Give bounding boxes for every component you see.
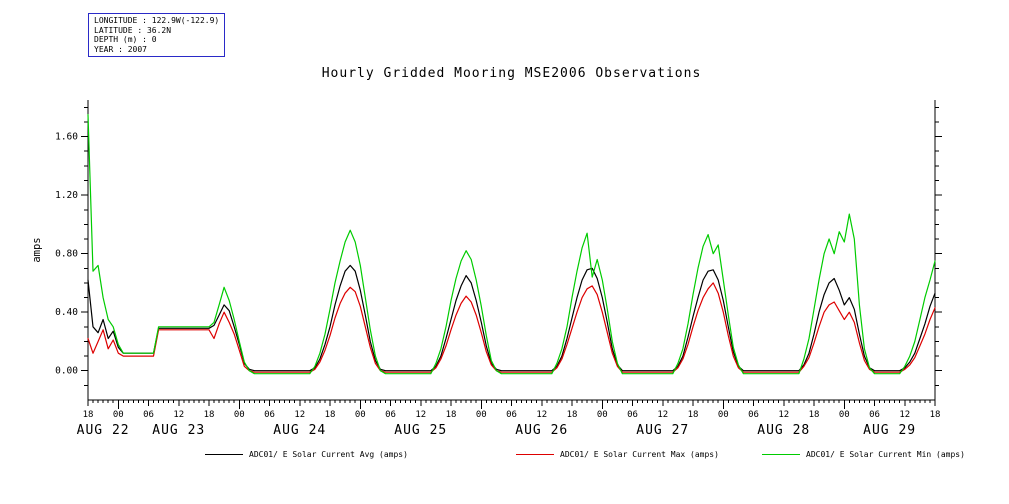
metadata-latitude: LATITUDE : 36.2N <box>94 25 172 35</box>
svg-text:00: 00 <box>839 410 850 420</box>
svg-text:AUG 26: AUG 26 <box>515 423 568 438</box>
legend-line-swatch-max <box>516 454 554 455</box>
legend-label-avg: ADC01/ E Solar Current Avg (amps) <box>249 450 408 459</box>
svg-text:12: 12 <box>778 410 789 420</box>
svg-text:AUG 27: AUG 27 <box>636 423 689 438</box>
svg-text:AUG 29: AUG 29 <box>863 423 916 438</box>
svg-text:12: 12 <box>294 410 305 420</box>
legend-line-swatch-min <box>762 454 800 455</box>
chart-title: Hourly Gridded Mooring MSE2006 Observati… <box>321 66 702 81</box>
legend-label-max: ADC01/ E Solar Current Max (amps) <box>560 450 719 459</box>
svg-text:18: 18 <box>809 410 820 420</box>
svg-text:1.20: 1.20 <box>55 190 78 201</box>
legend-item-avg: ADC01/ E Solar Current Avg (amps) <box>205 450 408 459</box>
metadata-depth: DEPTH (m) : 0 <box>94 35 157 44</box>
svg-text:AUG 25: AUG 25 <box>394 423 447 438</box>
svg-text:AUG 24: AUG 24 <box>273 423 326 438</box>
legend-item-min: ADC01/ E Solar Current Min (amps) <box>762 450 965 459</box>
svg-text:00: 00 <box>234 410 245 420</box>
svg-text:18: 18 <box>204 410 215 420</box>
svg-text:18: 18 <box>83 410 94 420</box>
svg-text:12: 12 <box>415 410 426 420</box>
svg-text:00: 00 <box>355 410 366 420</box>
metadata-box: LONGITUDE : 122.9W(-122.9) LATITUDE : 36… <box>88 13 226 57</box>
svg-text:06: 06 <box>143 410 154 420</box>
svg-text:18: 18 <box>567 410 578 420</box>
svg-text:12: 12 <box>899 410 910 420</box>
svg-text:06: 06 <box>627 410 638 420</box>
svg-text:06: 06 <box>506 410 517 420</box>
svg-text:06: 06 <box>748 410 759 420</box>
svg-text:AUG 22: AUG 22 <box>77 423 130 438</box>
svg-text:12: 12 <box>536 410 547 420</box>
metadata-year: YEAR : 2007 <box>94 44 147 54</box>
svg-text:18: 18 <box>446 410 457 420</box>
svg-text:1.60: 1.60 <box>55 132 78 143</box>
svg-text:00: 00 <box>476 410 487 420</box>
svg-text:18: 18 <box>325 410 336 420</box>
svg-text:AUG 23: AUG 23 <box>152 423 205 438</box>
svg-text:06: 06 <box>264 410 275 420</box>
svg-text:12: 12 <box>173 410 184 420</box>
svg-text:00: 00 <box>718 410 729 420</box>
svg-text:00: 00 <box>113 410 124 420</box>
svg-text:06: 06 <box>869 410 880 420</box>
svg-text:0.40: 0.40 <box>55 307 78 318</box>
svg-text:0.80: 0.80 <box>55 249 78 260</box>
legend-item-max: ADC01/ E Solar Current Max (amps) <box>516 450 719 459</box>
svg-text:18: 18 <box>688 410 699 420</box>
metadata-longitude: LONGITUDE : 122.9W(-122.9) <box>94 16 220 25</box>
legend-line-swatch-avg <box>205 454 243 455</box>
svg-text:AUG 28: AUG 28 <box>757 423 810 438</box>
legend-label-min: ADC01/ E Solar Current Min (amps) <box>806 450 965 459</box>
svg-text:18: 18 <box>930 410 941 420</box>
svg-text:0.00: 0.00 <box>55 366 78 377</box>
svg-text:06: 06 <box>385 410 396 420</box>
svg-text:amps: amps <box>31 237 43 262</box>
svg-text:12: 12 <box>657 410 668 420</box>
svg-text:00: 00 <box>597 410 608 420</box>
